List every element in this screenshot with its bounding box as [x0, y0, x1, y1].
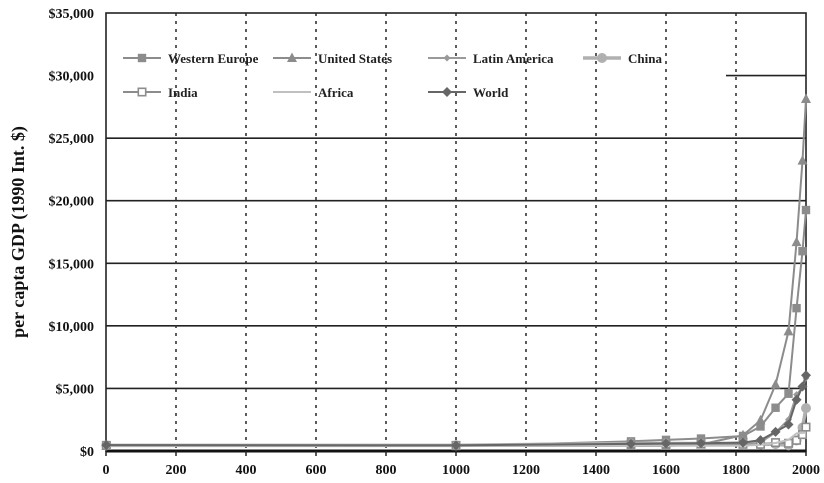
x-tick-label: 1200 — [512, 463, 540, 478]
marker-diamond — [101, 440, 112, 451]
marker-square — [801, 205, 811, 215]
marker-diamond — [626, 438, 636, 449]
marker-triangle — [287, 52, 297, 62]
legend-item: Western Europe — [123, 51, 259, 66]
marker-diamond — [738, 437, 748, 448]
marker-square-open — [792, 435, 802, 445]
x-tick-label: 1000 — [442, 463, 470, 478]
legend-item: World — [428, 85, 509, 100]
legend-label: Africa — [318, 85, 354, 100]
series-line — [106, 431, 807, 447]
marker-diamond — [755, 435, 766, 446]
x-tick-label: 2000 — [792, 463, 820, 478]
x-tick-label: 0 — [103, 463, 110, 478]
marker-diamond — [783, 419, 794, 430]
x-tick-label: 1400 — [582, 463, 610, 478]
marker-triangle — [755, 414, 766, 425]
marker-circle — [597, 53, 607, 63]
marker-triangle — [738, 429, 748, 440]
marker-square-open — [137, 87, 147, 97]
marker-diamond — [442, 87, 452, 97]
x-tick-label: 200 — [166, 463, 187, 478]
marker-triangle — [783, 325, 794, 336]
x-tick-label: 400 — [236, 463, 257, 478]
y-tick-label: $10,000 — [49, 320, 95, 335]
marker-diamond — [661, 438, 671, 449]
y-tick-label: $5,000 — [56, 382, 95, 397]
marker-diamond — [696, 438, 706, 449]
x-axis-ticks: 0 200 400 600 800 1000 1200 1400 1600 1800 2000 — [103, 451, 820, 478]
marker-circle — [801, 403, 811, 414]
legend-item: India — [123, 85, 198, 100]
marker-diamond — [801, 370, 811, 381]
y-tick-label: $30,000 — [49, 70, 95, 85]
marker-triangle — [770, 379, 781, 389]
grid-lines — [106, 13, 806, 451]
marker-triangle — [801, 93, 811, 103]
x-tick-label: 1600 — [652, 463, 680, 478]
legend-label: Western Europe — [168, 51, 259, 66]
marker-diamond — [770, 426, 781, 437]
marker-square — [771, 403, 780, 412]
legend: Western Europe United States Latin America… — [123, 51, 662, 100]
marker-diamond-small — [443, 54, 451, 62]
x-tick-label: 1800 — [722, 463, 750, 478]
y-tick-label: $20,000 — [49, 195, 95, 210]
y-axis-ticks: $0 $5,000 $10,000 $15,000 $20,000 $25,000 $30,… — [49, 7, 95, 460]
y-tick-label: $25,000 — [49, 132, 95, 147]
marker-square — [792, 303, 801, 313]
marker-diamond — [797, 381, 808, 392]
series-world — [101, 370, 811, 451]
legend-label: India — [168, 85, 198, 100]
x-tick-label: 800 — [376, 463, 397, 478]
y-tick-label: $0 — [80, 445, 94, 460]
x-tick-label: 600 — [306, 463, 327, 478]
marker-square — [784, 389, 793, 398]
series-lines — [101, 93, 811, 451]
y-axis-label: per capta GDP (1990 Int. $) — [8, 126, 29, 338]
legend-label: China — [628, 51, 662, 66]
legend-item: China — [583, 51, 662, 66]
legend-label: Latin America — [473, 51, 554, 66]
marker-square — [137, 53, 147, 63]
marker-square — [798, 246, 807, 256]
y-tick-label: $35,000 — [49, 7, 95, 22]
legend-item: Latin America — [428, 51, 554, 66]
series-africa — [106, 431, 807, 447]
marker-diamond — [451, 440, 461, 451]
marker-square — [756, 422, 765, 431]
legend-item: Africa — [273, 85, 354, 100]
marker-triangle — [791, 236, 802, 247]
marker-diamond — [791, 394, 802, 405]
legend-label: United States — [318, 51, 392, 66]
marker-triangle — [797, 155, 808, 165]
legend-item: United States — [273, 51, 392, 66]
marker-square-open — [801, 422, 811, 432]
y-tick-label: $15,000 — [49, 257, 95, 272]
legend-label: World — [473, 85, 509, 100]
